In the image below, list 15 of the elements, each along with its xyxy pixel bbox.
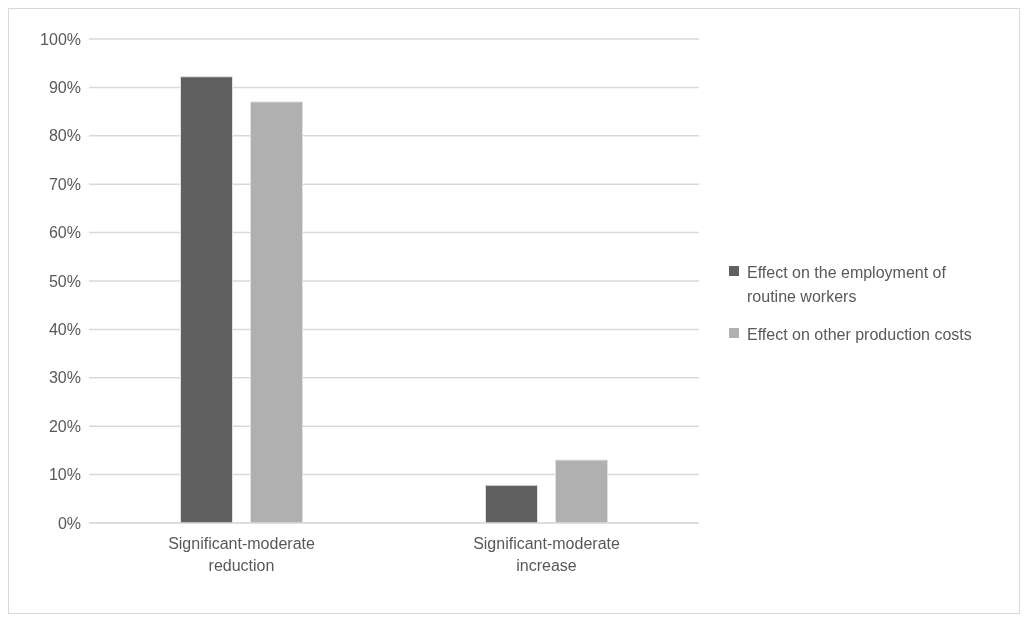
y-tick-label: 70% bbox=[48, 175, 81, 193]
y-tick-label: 80% bbox=[48, 127, 81, 145]
y-tick-label: 40% bbox=[48, 321, 81, 339]
legend-label: Effect on the employment of routine workers bbox=[747, 263, 947, 307]
y-tick-label: 10% bbox=[48, 466, 81, 484]
y-tick-label: 60% bbox=[48, 224, 81, 242]
y-tick-label: 20% bbox=[48, 417, 81, 435]
x-tick-label: Significant-moderate increase bbox=[473, 535, 620, 574]
y-tick-label: 90% bbox=[48, 79, 81, 97]
y-tick-label: 50% bbox=[48, 272, 81, 290]
y-tick-label: 100% bbox=[40, 30, 81, 48]
x-tick-label: Significant-moderate reduction bbox=[168, 535, 315, 574]
legend-label: Effect on other production costs bbox=[747, 325, 972, 345]
y-tick-label: 30% bbox=[48, 369, 81, 387]
y-tick-label: 0% bbox=[57, 514, 81, 532]
